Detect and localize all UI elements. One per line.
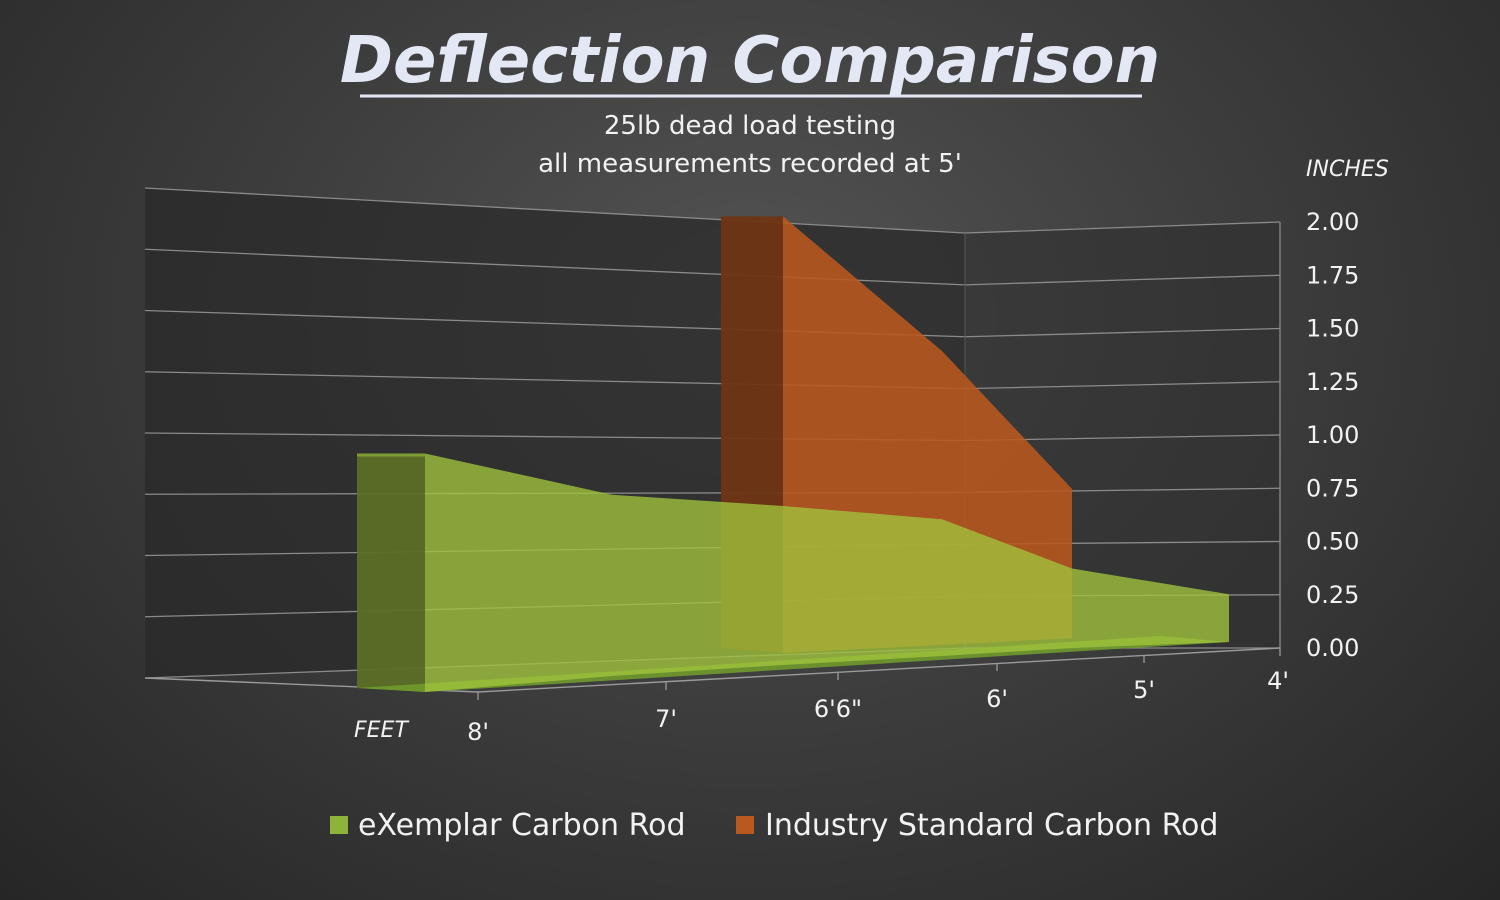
y-tick-label: 0.75 [1306,474,1359,502]
x-tick-label: 8' [467,718,489,746]
x-tick-label: 6' [986,685,1008,713]
gridline-right [964,221,1281,234]
y-tick-label: 0.50 [1306,528,1359,556]
exemplar-front-face [425,453,1229,692]
legend-swatch-industry [736,816,754,834]
y-tick-label: 1.25 [1306,368,1359,396]
legend-label-industry: Industry Standard Carbon Rod [765,808,1218,843]
legend-label-exemplar: eXemplar Carbon Rod [358,808,685,843]
exemplar-top-cap [357,453,425,457]
gridline-right [964,327,1281,338]
chart-subtitle-line-1: 25lb dead load testing [604,111,896,141]
gridline-left [144,187,966,234]
x-tick-label: 5' [1133,676,1155,704]
x-tick-label: 4' [1267,667,1289,695]
x-axis-title: FEET [354,718,409,743]
legend: eXemplar Carbon Rod Industry Standard Ca… [330,808,1218,843]
chart-subtitle-line-2: all measurements recorded at 5' [538,149,962,179]
x-tick-label: 7' [655,705,677,733]
y-tick-label: 1.75 [1306,261,1359,289]
y-tick-label: 0.00 [1306,634,1359,662]
y-tick-label: 1.50 [1306,315,1359,343]
floor-front-edge [477,647,1281,693]
y-tick-label: 2.00 [1306,208,1359,236]
y-tick-label: 0.25 [1306,581,1359,609]
y-axis-title: INCHES [1306,157,1389,182]
x-tick-labels: 8' 7' 6'6" 6' 5' 4' [467,648,1289,746]
chart-title: Deflection Comparison [340,24,1160,98]
y-tick-labels: 2.00 1.75 1.50 1.25 1.00 0.75 0.50 0.25 0.00 [1306,208,1359,662]
gridline-right [964,274,1281,286]
x-tick-label: 6'6" [814,695,862,723]
y-tick-label: 1.00 [1306,421,1359,449]
gridline-right [964,381,1281,390]
exemplar-series [357,453,1230,692]
legend-swatch-exemplar [330,816,348,834]
exemplar-side-face [357,453,425,692]
